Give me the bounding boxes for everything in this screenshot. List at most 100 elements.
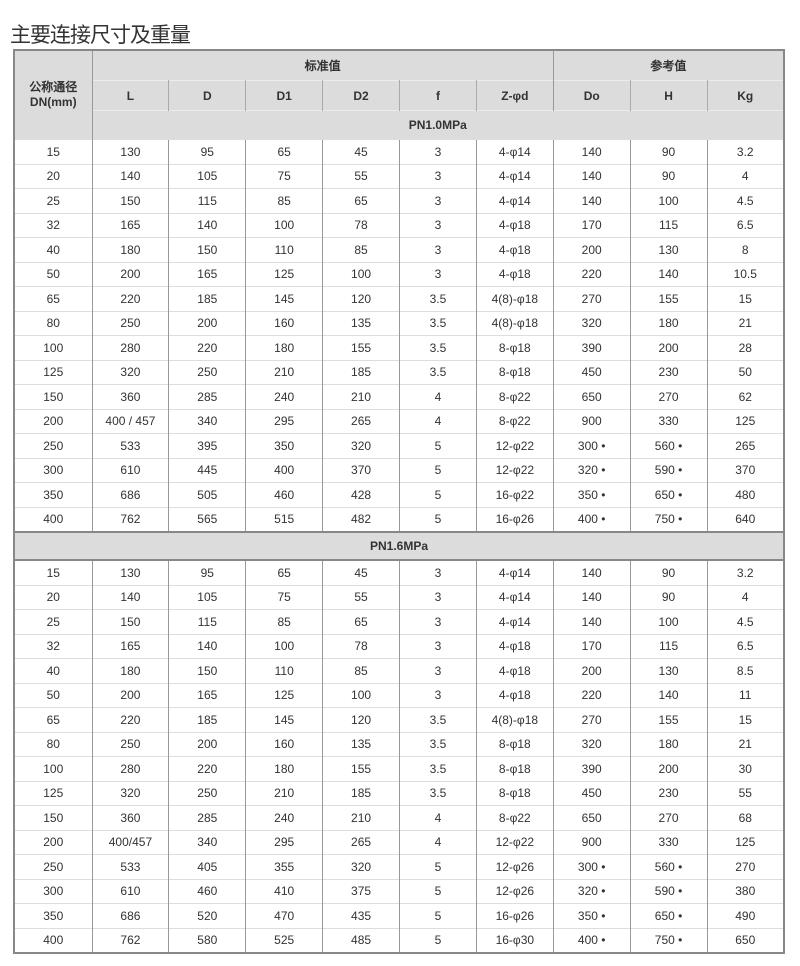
table-cell: 45 [322,139,400,164]
table-cell: 285 [168,805,246,830]
table-row: 25 150 115 85 65 3 4-φ14 140 100 4.5 [14,609,784,634]
table-cell: 285 [168,384,246,409]
table-cell: 320 [322,854,400,879]
table-cell: 12-φ22 [475,829,554,855]
table-cell: 220 [91,286,169,311]
table-cell: 200 [168,310,246,336]
table-cell: 200 [552,658,631,683]
table-cell: 340 [168,829,246,855]
table-row: 40 180 150 110 85 3 4-φ18 200 130 8 [14,237,784,262]
table-cell: 100 [629,188,707,213]
table-cell: 515 [245,506,323,532]
table-row: 125 320 250 210 185 3.5 8-φ18 450 230 50 [14,359,784,385]
table-cell: 4.5 [706,188,784,213]
table-cell: 3 [399,584,477,610]
table-cell: 100 [322,682,400,708]
table-cell: 4-φ14 [475,163,554,189]
table-cell: 400 [14,506,92,532]
table-cell: 360 [91,384,169,409]
column-header: H [629,80,707,111]
table-cell: 5 [399,457,477,483]
table-cell: 150 [14,384,92,409]
table-cell: 140 [629,261,707,287]
table-cell: 95 [168,139,246,164]
table-cell: 4 [706,163,784,189]
table-cell: 125 [706,829,784,855]
table-cell: 270 [629,384,707,409]
table-cell: 140 [552,188,631,213]
table-cell: 78 [322,212,400,238]
table-cell: 320 [322,433,400,458]
table-cell: 320 [552,310,631,336]
table-cell: 140 [552,163,631,189]
table-cell: 100 [629,609,707,634]
table-cell: 300 [14,457,92,483]
table-cell: 560 • [629,433,707,458]
table-cell: 640 [706,506,784,532]
table-cell: 8-φ18 [475,335,554,360]
table-cell: 8-φ18 [475,731,554,757]
table-row: 32 165 140 100 78 3 4-φ18 170 115 6.5 [14,633,784,659]
table-cell: 8.5 [706,658,784,683]
table-cell: 85 [245,188,323,213]
table-cell: 50 [706,359,784,385]
table-cell: 230 [629,359,707,385]
table-cell: 150 [91,188,169,213]
table-cell: 400/457 [91,829,169,855]
table-cell: 80 [14,731,92,757]
table-cell: 165 [168,261,246,287]
table-cell: 185 [168,286,246,311]
table-cell: 4(8)-φ18 [475,286,554,311]
table-cell: 4-φ18 [475,237,554,262]
table-row: 100 280 220 180 155 3.5 8-φ18 390 200 30 [14,756,784,781]
table-cell: 4-φ14 [475,609,554,634]
table-cell: 100 [245,212,323,238]
table-cell: 230 [629,780,707,806]
table-cell: 8 [706,237,784,262]
table-cell: 210 [245,780,323,806]
dn-label: 公称通径 [29,80,78,94]
table-row: 20 140 105 75 55 3 4-φ14 140 90 4 [14,163,784,189]
table-cell: 140 [552,584,631,610]
table-cell: 370 [706,457,784,483]
table-cell: 140 [168,212,246,238]
table-cell: 350 [245,433,323,458]
section-header: PN1.6MPa [14,531,784,561]
table-row: 80 250 200 160 135 3.5 8-φ18 320 180 21 [14,731,784,757]
table-cell: 5 [399,433,477,458]
table-cell: 533 [91,433,169,458]
table-cell: 450 [552,780,631,806]
column-header: D1 [245,80,323,111]
table-cell: 11 [706,682,784,708]
table-cell: 140 [91,163,169,189]
table-cell: 185 [322,780,400,806]
table-row: 400 762 580 525 485 5 16-φ30 400 • 750 • 650 [14,927,784,953]
table-cell: 485 [322,927,400,953]
table-cell: 450 [552,359,631,385]
table-cell: 270 [706,854,784,879]
table-cell: 180 [91,237,169,262]
table-cell: 65 [322,188,400,213]
table-cell: 65 [322,609,400,634]
table-cell: 62 [706,384,784,409]
table-cell: 150 [168,237,246,262]
table-cell: 480 [706,482,784,507]
table-cell: 370 [322,457,400,483]
table-cell: 78 [322,633,400,659]
table-cell: 220 [168,335,246,360]
table-cell: 16-φ26 [475,903,554,928]
table-cell: 170 [552,633,631,659]
table-cell: 4-φ18 [475,633,554,659]
table-cell: 200 [168,731,246,757]
table-cell: 3.5 [399,780,477,806]
table-cell: 145 [245,286,323,311]
table-cell: 750 • [629,927,707,953]
table-cell: 65 [245,139,323,164]
table-row: 15 130 95 65 45 3 4-φ14 140 90 3.2 [14,559,784,585]
table-cell: 155 [629,707,707,732]
table-cell: 8-φ18 [475,756,554,781]
table-cell: 395 [168,433,246,458]
table-cell: 470 [245,903,323,928]
column-header: L [92,80,169,111]
table-cell: 220 [168,756,246,781]
